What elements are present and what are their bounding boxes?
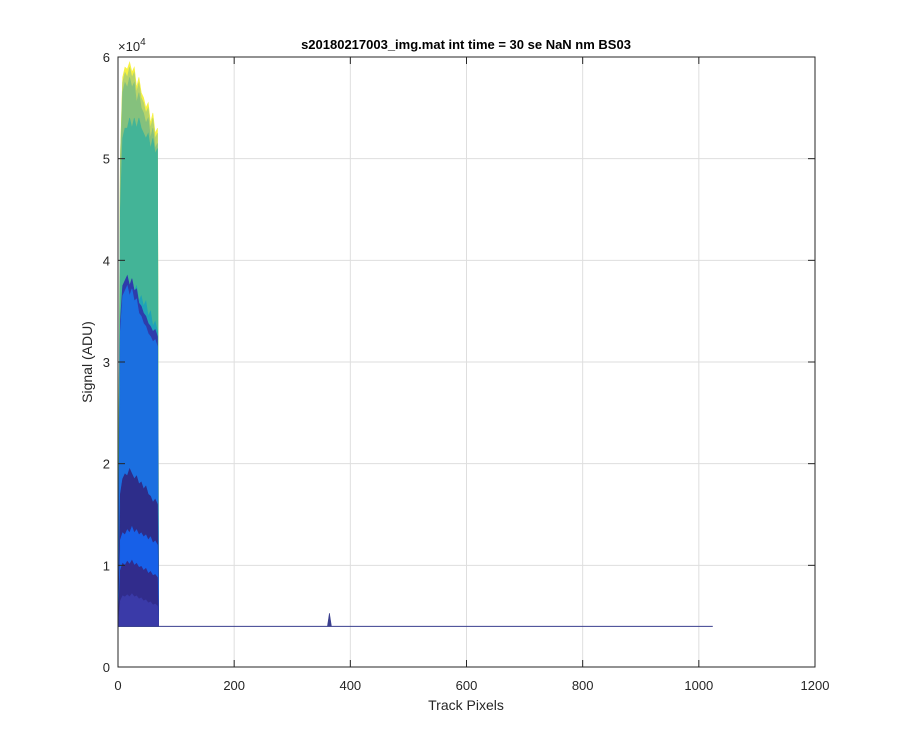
baseline-group (118, 613, 713, 627)
x-tick-label: 0 (114, 678, 121, 693)
y-axis-label: Signal (ADU) (79, 321, 95, 403)
y-tick-label: 6 (103, 50, 110, 65)
y-tick-label: 4 (103, 253, 110, 268)
area-series-11 (117, 593, 159, 627)
grid (118, 57, 815, 667)
y-tick-label: 0 (103, 660, 110, 675)
x-tick-label: 800 (572, 678, 594, 693)
baseline-spike (327, 613, 332, 627)
y-tick-label: 1 (103, 558, 110, 573)
y-tick-label: 2 (103, 457, 110, 472)
x-tick-label: 600 (456, 678, 478, 693)
x-tick-label: 400 (339, 678, 361, 693)
x-tick-label: 1200 (801, 678, 830, 693)
y-exponent-base: ×10 (118, 39, 140, 54)
x-tick-label: 200 (223, 678, 245, 693)
y-tick-label: 5 (103, 152, 110, 167)
area-series-group (117, 60, 159, 627)
x-tick-label: 1000 (684, 678, 713, 693)
x-axis-label: Track Pixels (428, 697, 504, 713)
ticks: 0 200 400 600 800 1000 1200 0 1 2 3 4 5 6 (103, 50, 830, 693)
chart-title: s20180217003_img.mat int time = 30 se Na… (301, 37, 631, 52)
y-exponent-label: ×104 (118, 37, 146, 54)
y-exponent-power: 4 (140, 37, 146, 48)
y-tick-label: 3 (103, 355, 110, 370)
